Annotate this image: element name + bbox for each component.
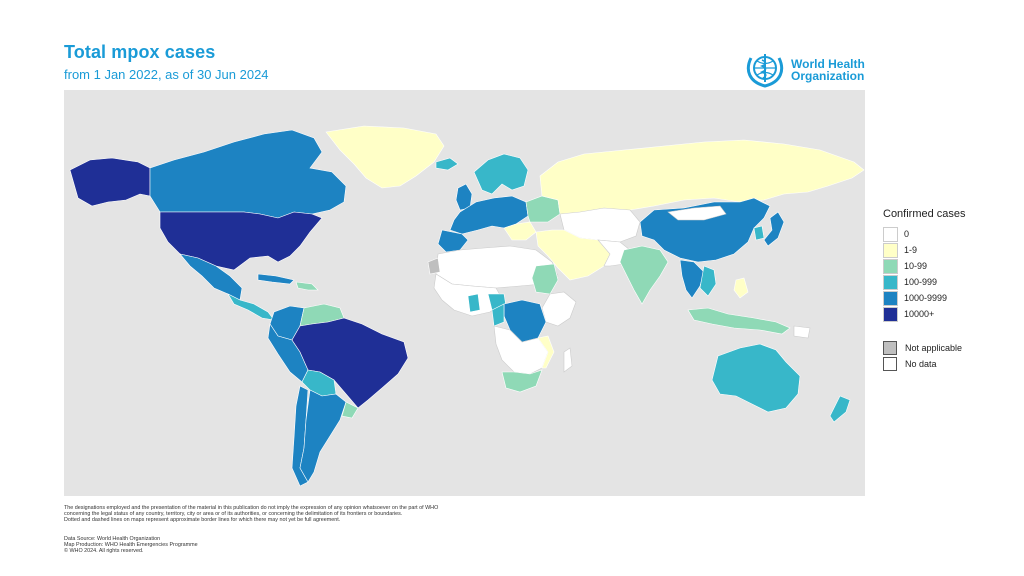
country-brazil: [291, 317, 409, 409]
who-name-line2: Organization: [791, 69, 865, 83]
country-australia: [711, 343, 801, 413]
country-japan: [763, 211, 785, 247]
who-emblem-icon: [746, 54, 784, 88]
credits: Data Source: World Health Organization M…: [64, 536, 198, 555]
country-greenland: [325, 125, 445, 189]
region-caribbean: [257, 273, 295, 285]
region-caribbean-2: [295, 281, 319, 291]
legend-label: 1-9: [904, 245, 918, 255]
country-madagascar: [563, 347, 573, 373]
region-scandinavia: [473, 153, 529, 195]
world-map-svg: [64, 90, 865, 496]
legend-label: No data: [905, 359, 937, 369]
country-mozambique: [537, 335, 555, 369]
country-mongolia: [667, 205, 727, 221]
legend-label: 10000+: [904, 309, 935, 319]
map-title: Total mpox cases: [64, 42, 216, 62]
country-argentina: [299, 389, 347, 483]
legend-item: 10-99: [883, 258, 966, 274]
legend-swatch: [883, 226, 898, 242]
country-iceland: [435, 157, 459, 171]
disclaimer-line: concerning the legal status of any count…: [64, 511, 403, 518]
legend-swatch: [883, 242, 898, 258]
country-uruguay: [341, 401, 359, 419]
legend-swatch: [883, 306, 898, 322]
country-philippines: [733, 277, 749, 299]
region-west-africa: [433, 273, 505, 317]
disclaimer-line: Dotted and dashed lines on maps represen…: [64, 517, 341, 524]
legend-label: 1000-9999: [904, 293, 948, 303]
country-indonesia: [687, 307, 791, 335]
legend-item-no-data: No data: [883, 356, 966, 372]
country-western-sahara: [427, 257, 441, 275]
country-vietnam: [699, 265, 717, 297]
country-south-korea: [753, 225, 765, 241]
legend-item: 1000-9999: [883, 290, 966, 306]
legend-item: 1-9: [883, 242, 966, 258]
legend-item: 0: [883, 226, 966, 242]
legend-swatch: [883, 258, 898, 274]
country-congo: [491, 303, 505, 327]
legend-swatch: [883, 274, 898, 290]
country-south-africa: [501, 369, 543, 393]
disclaimer-line: The designations employed and the presen…: [64, 505, 439, 511]
country-india: [619, 245, 669, 305]
legend-item-not-applicable: Not applicable: [883, 340, 966, 356]
legend-label: 0: [904, 229, 910, 239]
copyright: © WHO 2024. All rights reserved.: [64, 548, 144, 555]
legend-title: Confirmed cases: [883, 208, 966, 220]
legend: Confirmed cases 0 1-9 10-99 100-999 1000…: [883, 208, 966, 372]
country-new-zealand: [829, 395, 851, 423]
legend-label: 10-99: [904, 261, 928, 271]
who-name-line1: World Health: [791, 57, 865, 71]
legend-swatch: [883, 357, 897, 371]
country-papua-new-guinea: [793, 325, 811, 339]
legend-label: 100-999: [904, 277, 938, 287]
legend-swatch: [883, 341, 897, 355]
legend-label: Not applicable: [905, 343, 963, 353]
country-usa-alaska: [69, 157, 151, 207]
legend-item: 100-999: [883, 274, 966, 290]
data-source: Data Source: World Health Organization: [64, 536, 161, 542]
region-east-africa: [541, 291, 577, 327]
world-map: [64, 90, 865, 496]
map-production: Map Production: WHO Health Emergencies P…: [64, 542, 198, 549]
region-southeast-asia: [679, 259, 705, 299]
country-ghana: [467, 293, 481, 313]
legend-swatch: [883, 290, 898, 306]
who-logo: World Health Organization: [743, 50, 865, 90]
map-subtitle: from 1 Jan 2022, as of 30 Jun 2024: [64, 67, 269, 82]
legend-item: 10000+: [883, 306, 966, 322]
disclaimer: The designations employed and the presen…: [64, 505, 584, 524]
